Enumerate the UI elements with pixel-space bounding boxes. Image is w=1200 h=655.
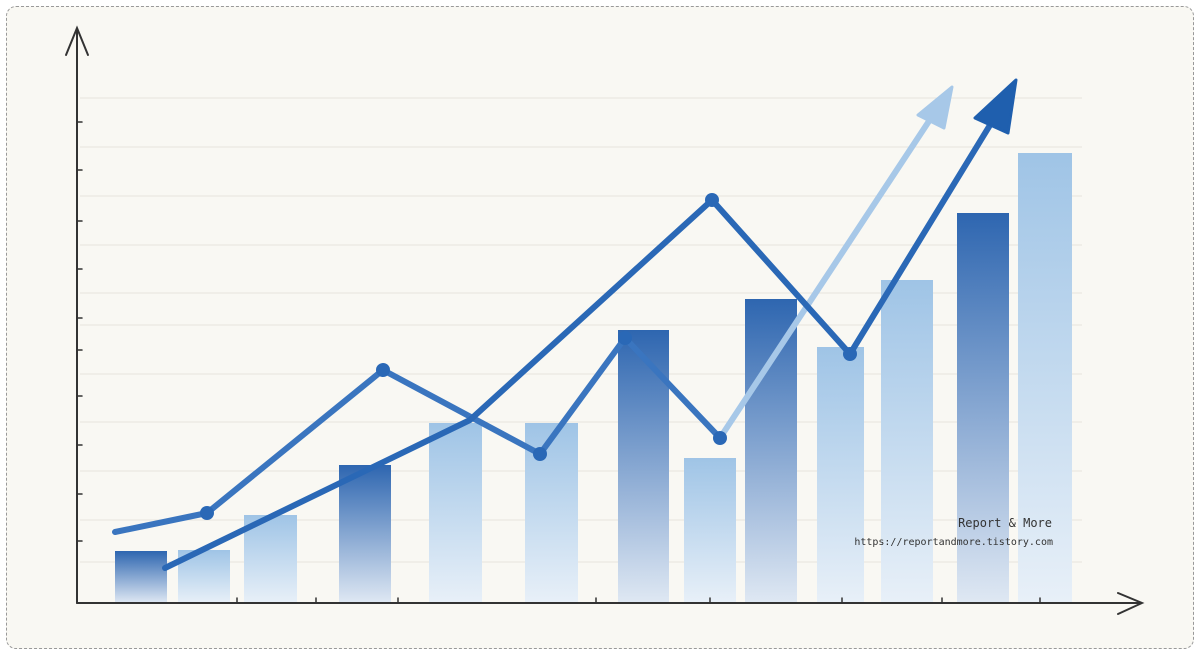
watermark-title: Report & More [958, 516, 1052, 530]
points [200, 193, 857, 520]
axes [65, 25, 1145, 615]
watermark-url: https://reportandmore.tistory.com [854, 537, 1053, 548]
bars [115, 153, 1072, 603]
